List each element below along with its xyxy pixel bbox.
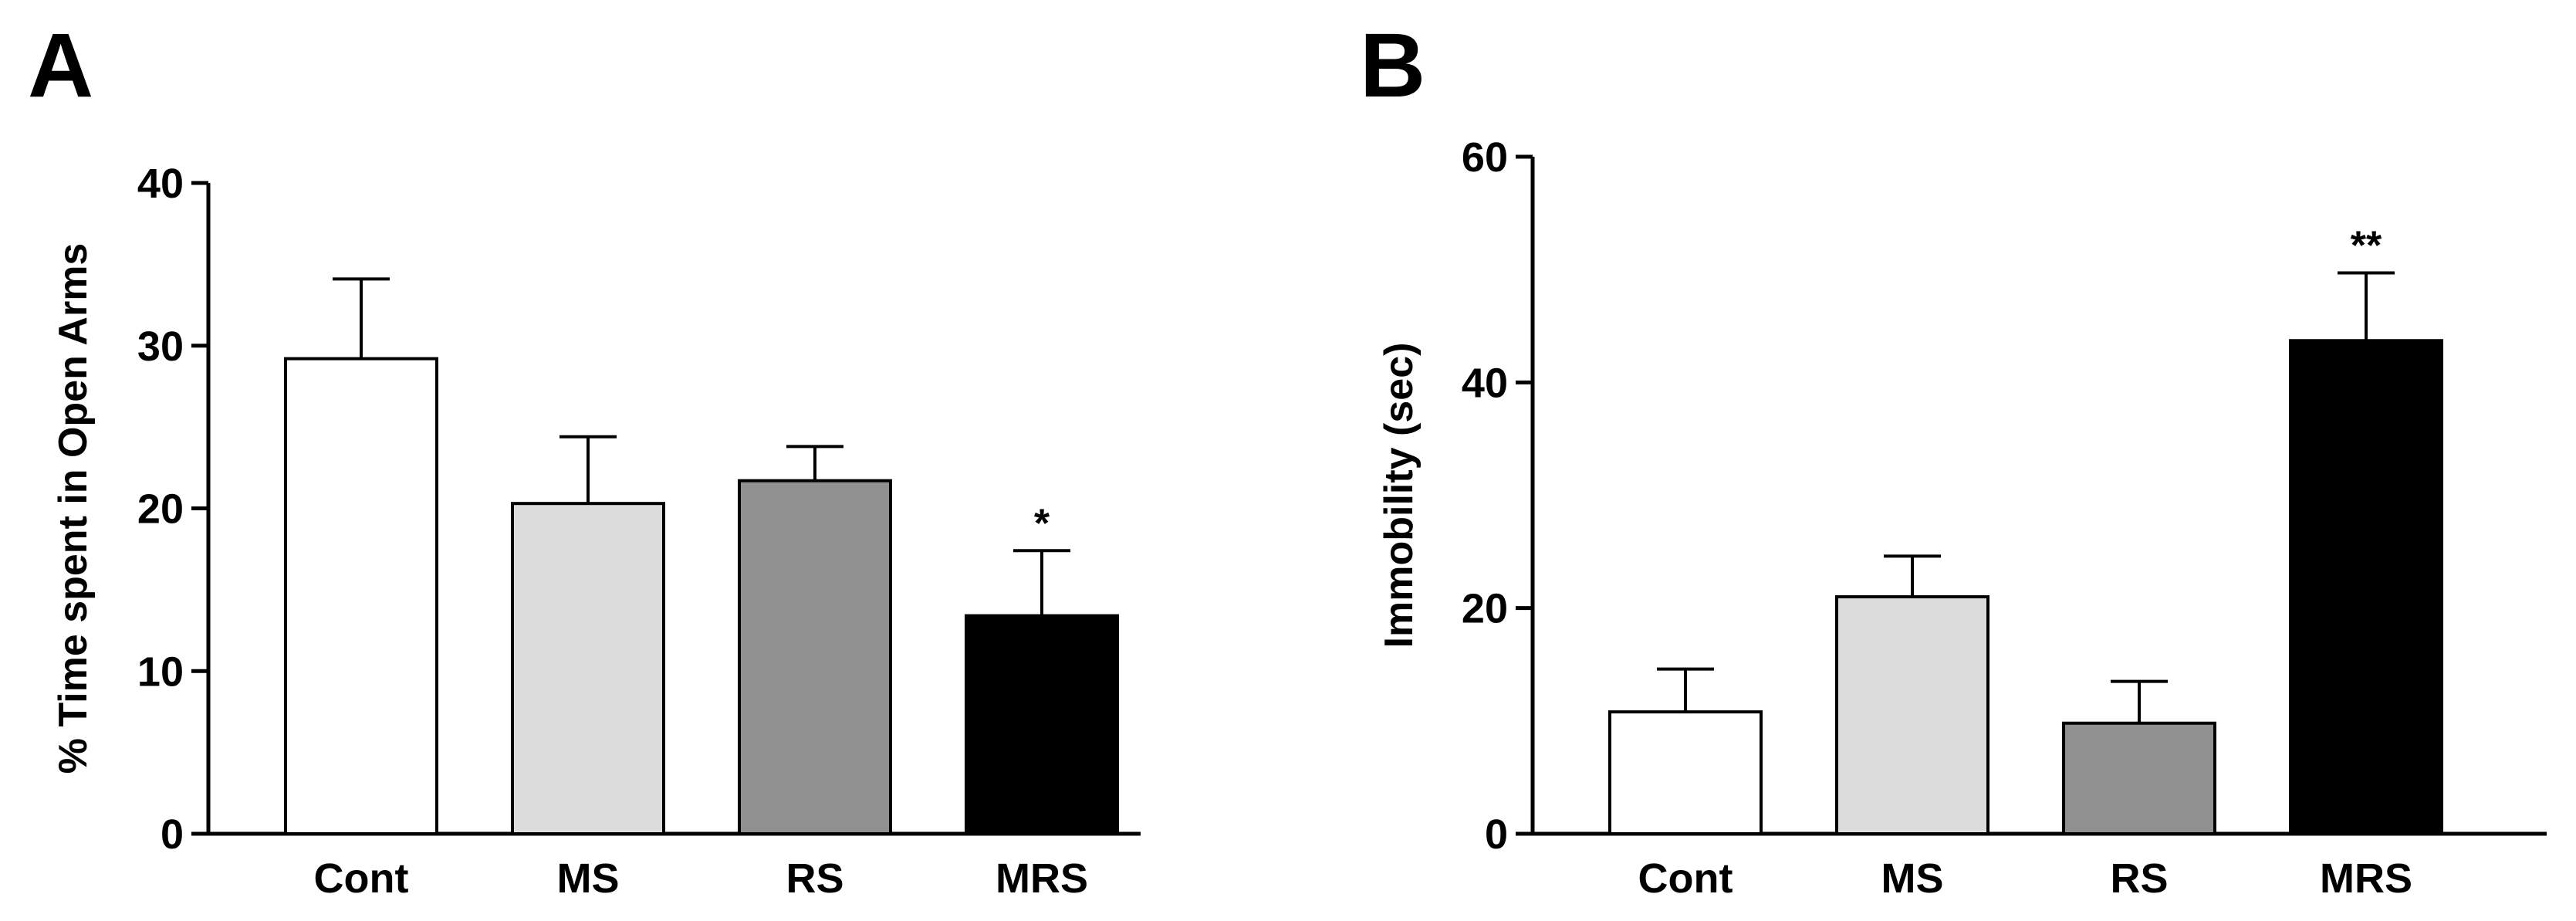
x-tick-label: MS <box>1881 855 1944 902</box>
x-tick-label: RS <box>786 855 843 902</box>
x-tick-label: MS <box>557 855 620 902</box>
y-tick-label: 20 <box>137 486 184 533</box>
y-tick-label: 0 <box>1485 811 1508 858</box>
x-tick-label: MRS <box>2320 855 2412 902</box>
panel-label: A <box>28 15 93 117</box>
significance-marker: ** <box>2351 224 2382 269</box>
bar-ms <box>511 502 665 835</box>
y-tick-label: 30 <box>137 323 184 370</box>
y-tick-label: 10 <box>137 648 184 695</box>
bar-mrs <box>2289 339 2443 836</box>
bar-rs <box>738 479 892 835</box>
bar-cont <box>284 357 438 835</box>
x-tick-label: Cont <box>314 855 409 902</box>
y-axis-title: Immobility (sec) <box>1377 343 1422 648</box>
y-tick-label: 60 <box>1462 134 1508 181</box>
bar-rs <box>2062 721 2216 835</box>
y-axis-title: % Time spent in Open Arms <box>51 243 96 774</box>
y-tick-label: 0 <box>161 811 184 858</box>
y-tick-label: 40 <box>137 161 184 207</box>
x-tick-label: RS <box>2110 855 2168 902</box>
panel-label: B <box>1360 15 1425 117</box>
y-tick-label: 20 <box>1462 586 1508 632</box>
significance-marker: * <box>1034 501 1050 546</box>
panel-b: B 0 20 40 60 Immobility (sec) Cont MS RS MRS ** <box>1360 15 2547 902</box>
bar-mrs <box>965 614 1119 835</box>
x-tick-label: Cont <box>1638 855 1733 902</box>
bar-ms <box>1835 595 1989 835</box>
panel-a: A 0 10 20 30 40 % Time spent in Open Arms Cont M… <box>28 15 1141 902</box>
bar-cont <box>1608 710 1763 836</box>
y-tick-label: 40 <box>1462 360 1508 406</box>
x-tick-label: MRS <box>996 855 1088 902</box>
